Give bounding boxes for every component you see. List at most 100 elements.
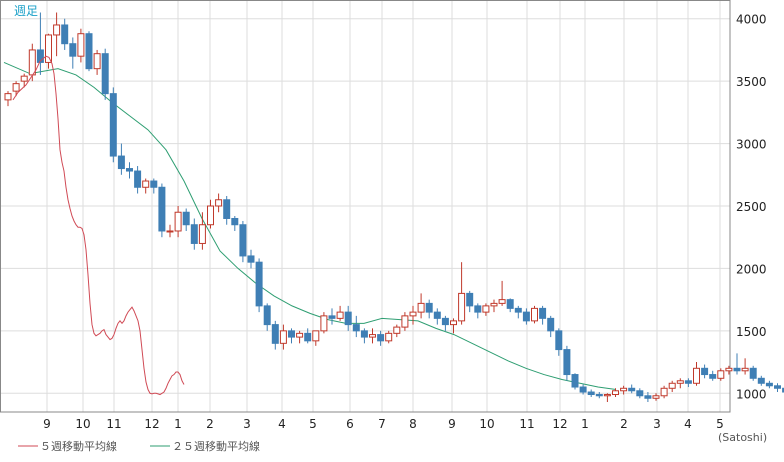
candle-body (644, 395, 652, 399)
candle-body (409, 311, 417, 317)
candle-body (296, 332, 304, 338)
candle-body (441, 317, 449, 326)
candle-body (563, 349, 571, 376)
y-tick-label: 3500 (736, 75, 767, 89)
x-tick-label: 2 (206, 417, 214, 431)
candle-body (360, 330, 368, 338)
candle-body (85, 33, 93, 70)
y-tick-label: 2000 (736, 262, 767, 276)
candle-body (20, 75, 28, 82)
candle-body (749, 367, 757, 379)
candle-body (215, 199, 223, 207)
candle-body (506, 299, 514, 309)
x-tick-label: 5 (716, 417, 724, 431)
candle-body (628, 387, 636, 392)
x-tick-label: 9 (448, 417, 456, 431)
candle-body (12, 83, 20, 92)
ma25-layer (3, 61, 617, 391)
candle-body (126, 168, 133, 172)
x-tick-label: 1 (174, 417, 182, 431)
candle-body (247, 255, 255, 263)
candle-body (522, 311, 530, 322)
candle-body (288, 330, 295, 338)
candles-layer (4, 12, 784, 403)
candle-body (279, 330, 287, 344)
ma5-line (12, 55, 185, 396)
candle-body (725, 367, 733, 372)
candle-body (547, 317, 555, 332)
candle-body (587, 391, 595, 396)
candle-body (328, 315, 336, 319)
candle-body (603, 394, 611, 397)
candle-body (765, 382, 773, 387)
candle-body (352, 324, 360, 332)
candle-body (28, 49, 36, 76)
legend-label-ma25: ２５週移動平均線 (172, 439, 260, 453)
candle-body (166, 230, 174, 233)
candle-body (474, 305, 482, 313)
x-tick-label: 12 (144, 417, 159, 431)
y-tick-label: 2500 (736, 200, 767, 214)
candle-body (652, 395, 660, 399)
candle-body (757, 377, 765, 384)
candle-body (693, 367, 700, 384)
x-tick-label: 7 (378, 417, 386, 431)
candle-body (69, 43, 77, 57)
candle-body (733, 367, 741, 372)
candle-body (531, 307, 538, 322)
x-tick-label: 9 (43, 417, 51, 431)
candle-body (490, 302, 498, 307)
candle-body (425, 302, 433, 313)
x-tick-label: 10 (75, 417, 90, 431)
candle-body (595, 394, 603, 397)
candle-body (320, 315, 328, 332)
candle-body (336, 311, 344, 319)
x-tick-label: 11 (106, 417, 121, 431)
candle-body (207, 205, 214, 226)
candle-body (417, 302, 425, 313)
plot-border (0, 0, 731, 413)
candle-body (150, 180, 158, 188)
candle-body (514, 307, 522, 313)
candle-body (612, 390, 619, 396)
candle-body (458, 292, 466, 322)
legend: ５週移動平均線 ２５週移動平均線 (18, 439, 260, 453)
ma5-layer (12, 55, 185, 396)
candle-body (134, 170, 142, 188)
x-tick-label: 10 (479, 417, 494, 431)
x-tick-label: 4 (278, 417, 286, 431)
candle-body (45, 34, 52, 63)
candle-body (263, 305, 271, 326)
candle-body (101, 53, 109, 95)
candle-body (741, 367, 749, 372)
y-tick-label: 4000 (736, 13, 767, 27)
candle-body (174, 211, 182, 232)
candle-body (4, 93, 12, 101)
x-tick-label: 1 (581, 417, 589, 431)
candle-body (344, 311, 352, 326)
candle-body (61, 24, 69, 45)
x-axis: 9 10 11 12 1 2 3 4 5 6 7 8 9 10 11 12 1 2 3 4 5 (43, 417, 724, 431)
candle-body (77, 33, 85, 57)
candle-body (182, 211, 190, 226)
candle-body (93, 53, 101, 70)
candle-body (466, 292, 474, 307)
candle-body (190, 224, 198, 244)
grid-lines (0, 0, 730, 412)
candle-body (158, 186, 166, 232)
candle-body (676, 380, 684, 384)
candle-body (255, 261, 263, 307)
candle-body (709, 374, 717, 379)
candle-body (36, 49, 44, 63)
candle-body (579, 386, 587, 393)
candle-body (450, 320, 457, 326)
x-tick-label: 3 (653, 417, 661, 431)
y-tick-label: 1500 (736, 325, 767, 339)
candle-body (304, 332, 312, 342)
candle-body (312, 330, 320, 342)
x-tick-label: 2 (620, 417, 628, 431)
x-tick-label: 3 (243, 417, 251, 431)
x-tick-label: 4 (684, 417, 692, 431)
